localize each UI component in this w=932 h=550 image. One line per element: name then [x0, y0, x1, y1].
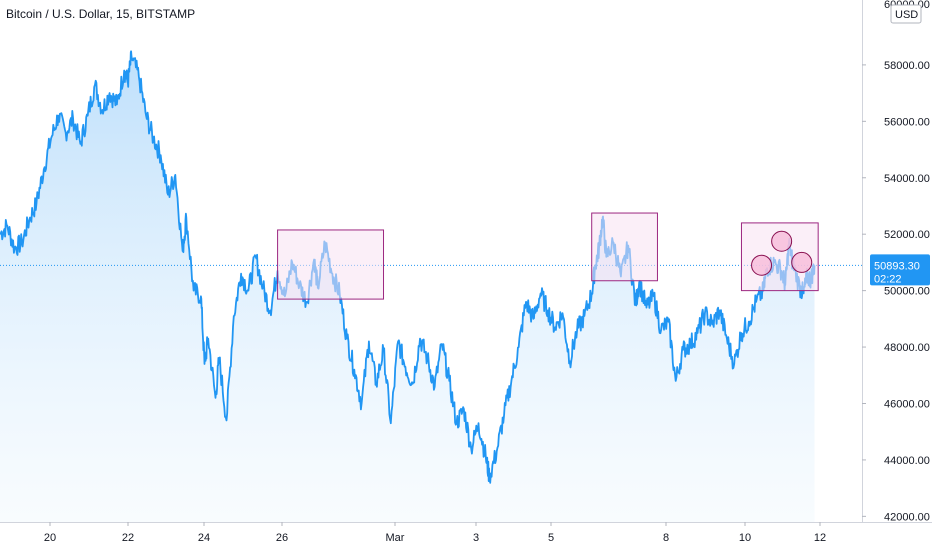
time-tick-label: 10	[739, 532, 751, 544]
annotation-box	[591, 212, 658, 282]
plot-area[interactable]	[0, 50, 862, 523]
time-tick-label: 26	[276, 532, 288, 544]
time-tick-label: 20	[44, 532, 56, 544]
time-tick-label: Mar	[386, 532, 405, 544]
chart-title: Bitcoin / U.S. Dollar, 15, BITSTAMP	[6, 7, 196, 21]
countdown-value: 02:22	[874, 273, 902, 285]
currency-badge-label: USD	[895, 9, 918, 21]
annotation-circle	[791, 251, 813, 273]
annotation-box	[277, 229, 385, 300]
price-tick-label: 42000.00	[884, 511, 930, 523]
time-tick-label: 12	[814, 532, 826, 544]
last-price-value: 50893.30	[874, 260, 920, 272]
last-price-label	[870, 254, 930, 286]
annotation-circle	[771, 230, 793, 252]
price-tick-label: 52000.00	[884, 229, 930, 241]
price-tick-label: 44000.00	[884, 455, 930, 467]
time-tick-label: 3	[473, 532, 479, 544]
price-line	[0, 50, 816, 484]
time-tick-label: 8	[663, 532, 669, 544]
price-tick-label: 56000.00	[884, 116, 930, 128]
annotation-circle	[751, 254, 773, 276]
price-tick-label: 54000.00	[884, 173, 930, 185]
price-tick-label: 50000.00	[884, 286, 930, 298]
price-tick-label: 58000.00	[884, 60, 930, 72]
price-tick-label: 48000.00	[884, 342, 930, 354]
time-tick-label: 24	[198, 532, 210, 544]
time-tick-label: 22	[122, 532, 134, 544]
price-area	[0, 51, 815, 523]
price-tick-label: 46000.00	[884, 398, 930, 410]
annotations	[277, 212, 819, 300]
time-tick-label: 5	[548, 532, 554, 544]
currency-badge	[890, 4, 922, 24]
